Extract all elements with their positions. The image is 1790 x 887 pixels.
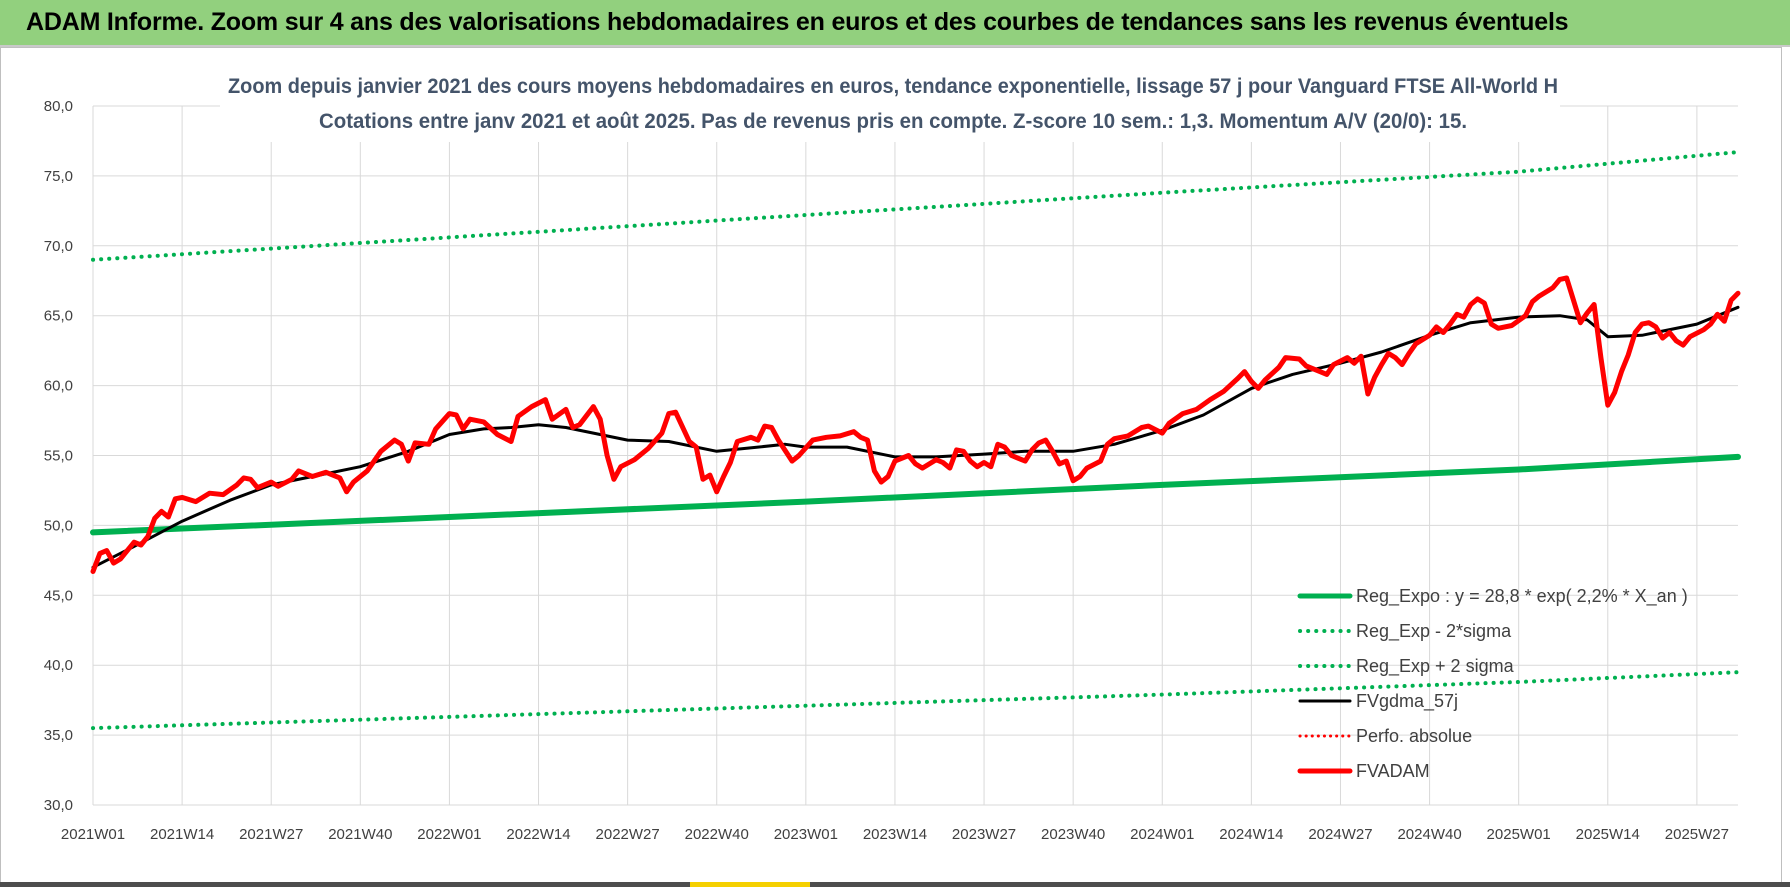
x-tick-label: 2024W01 xyxy=(1130,826,1194,843)
report-banner: ADAM Informe. Zoom sur 4 ans des valoris… xyxy=(0,0,1790,47)
x-tick-label: 2021W40 xyxy=(328,826,392,843)
x-tick-label: 2023W14 xyxy=(863,826,927,843)
x-tick-label: 2023W27 xyxy=(952,826,1016,843)
x-tick-label: 2023W01 xyxy=(774,826,838,843)
y-tick-label: 55,0 xyxy=(44,448,73,465)
y-tick-label: 60,0 xyxy=(44,378,73,395)
x-tick-label: 2025W01 xyxy=(1487,826,1551,843)
legend-label: Perfo. absolue xyxy=(1356,726,1472,746)
legend-label: Reg_Exp - 2*sigma xyxy=(1356,621,1512,642)
chart-subtitle: Cotations entre janv 2021 et août 2025. … xyxy=(319,110,1467,133)
status-strip xyxy=(0,882,1790,887)
legend-label: Reg_Exp + 2 sigma xyxy=(1356,656,1515,677)
chart-grid xyxy=(92,105,1738,806)
series-fvadam xyxy=(90,275,1741,574)
legend-label: FVADAM xyxy=(1356,761,1430,781)
y-tick-label: 75,0 xyxy=(44,168,73,185)
x-tick-label: 2021W14 xyxy=(150,826,214,843)
x-tick-label: 2024W14 xyxy=(1219,826,1283,843)
x-tick-label: 2024W27 xyxy=(1308,826,1372,843)
x-tick-label: 2022W40 xyxy=(685,826,749,843)
chart-legend: Reg_Expo : y = 28,8 * exp( 2,2% * X_an )… xyxy=(1297,586,1688,781)
legend-label: FVgdma_57j xyxy=(1356,691,1458,712)
series-fvgdma-57j xyxy=(91,305,1740,569)
y-axis-ticks: 80,0 75,0 70,0 65,0 60,0 55,0 50,0 45,0 40,0 35,0… xyxy=(44,98,73,814)
y-tick-label: 65,0 xyxy=(44,308,73,325)
series-reg-expo xyxy=(90,453,1741,536)
chart-series xyxy=(90,150,1741,731)
x-axis-ticks: 2021W01 2021W14 2021W27 2021W40 2022W01 2022W… xyxy=(61,826,1729,843)
series-reg-plus-2sigma xyxy=(91,150,1740,262)
x-tick-label: 2022W14 xyxy=(506,826,570,843)
legend-label: Reg_Expo : y = 28,8 * exp( 2,2% * X_an ) xyxy=(1356,586,1688,607)
x-tick-label: 2022W27 xyxy=(596,826,660,843)
x-tick-label: 2023W40 xyxy=(1041,826,1105,843)
y-tick-label: 80,0 xyxy=(44,98,73,115)
x-tick-label: 2021W01 xyxy=(61,826,125,843)
sheet-tab-indicator xyxy=(690,882,810,887)
y-tick-label: 40,0 xyxy=(44,657,73,674)
chart-title-backdrop xyxy=(220,66,1560,142)
y-tick-label: 70,0 xyxy=(44,238,73,255)
y-tick-label: 30,0 xyxy=(44,797,73,814)
x-tick-label: 2024W40 xyxy=(1397,826,1461,843)
y-tick-label: 45,0 xyxy=(44,587,73,604)
y-tick-label: 35,0 xyxy=(44,727,73,744)
x-tick-label: 2025W27 xyxy=(1665,826,1729,843)
x-tick-label: 2025W14 xyxy=(1576,826,1640,843)
report-title: ADAM Informe. Zoom sur 4 ans des valoris… xyxy=(26,8,1569,36)
x-tick-label: 2022W01 xyxy=(417,826,481,843)
y-tick-label: 50,0 xyxy=(44,517,73,534)
x-tick-label: 2021W27 xyxy=(239,826,303,843)
chart-title: Zoom depuis janvier 2021 des cours moyen… xyxy=(228,75,1558,98)
series-reg-minus-2sigma xyxy=(91,670,1740,731)
